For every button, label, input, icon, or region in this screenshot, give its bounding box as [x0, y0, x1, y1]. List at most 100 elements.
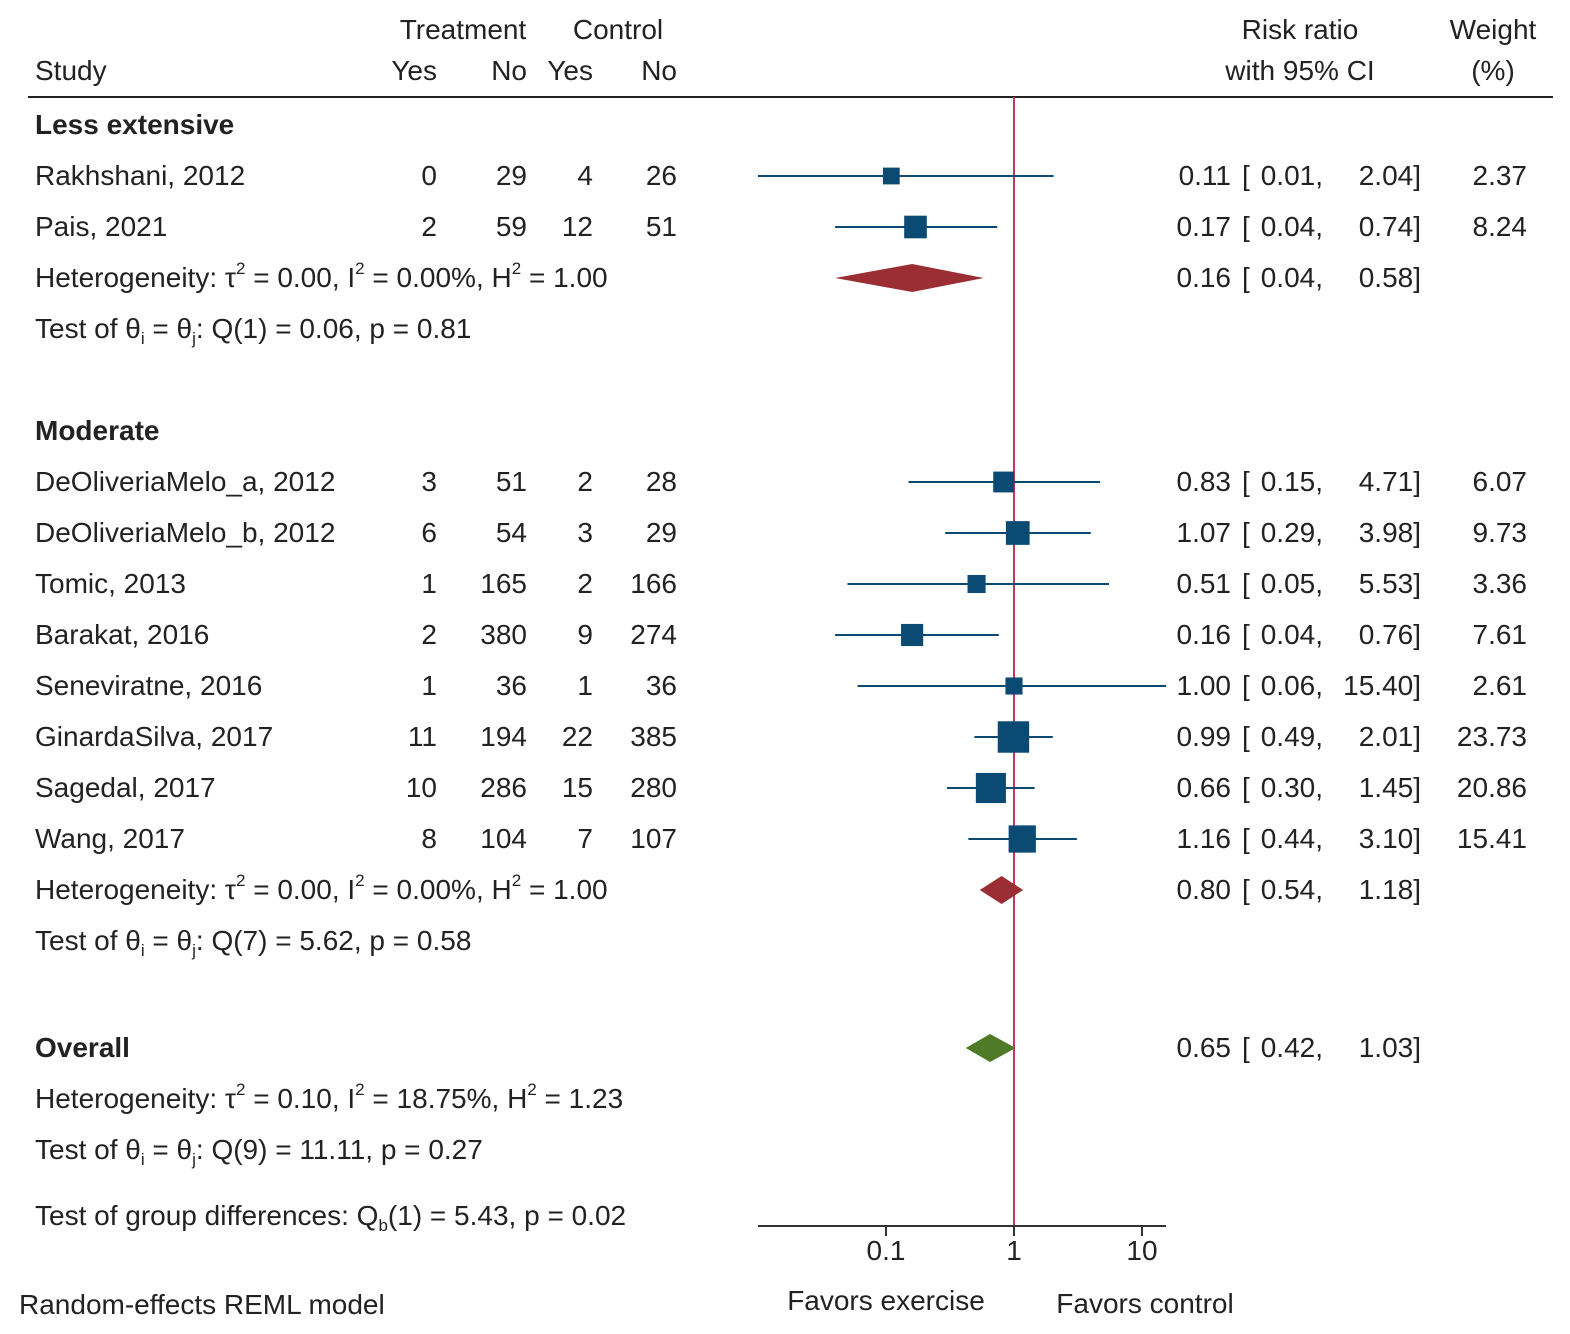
study-name: DeOliveriaMelo_a, 2012: [35, 466, 335, 497]
ci-lower-value: 0.49,: [1261, 721, 1323, 752]
weight-value: 3.36: [1473, 568, 1528, 599]
ci-lower-value: 0.30,: [1261, 772, 1323, 803]
weight-value: 6.07: [1473, 466, 1528, 497]
test-subscript: j: [191, 1150, 196, 1169]
ci-lower-value: 0.44,: [1261, 823, 1323, 854]
ci-upper-value: 3.10]: [1359, 823, 1421, 854]
study-header: Study: [35, 55, 107, 86]
ci-upper-value: 4.71]: [1359, 466, 1421, 497]
group-title: Moderate: [35, 415, 159, 446]
study-name: Rakhshani, 2012: [35, 160, 245, 191]
ci-upper-value: 1.45]: [1359, 772, 1421, 803]
ci-open-bracket: [: [1242, 211, 1250, 242]
test-text: Test of θ: [35, 925, 141, 956]
ci-open-bracket: [: [1242, 466, 1250, 497]
treatment-yes-count: 8: [421, 823, 437, 854]
rr-value: 0.83: [1177, 466, 1232, 497]
rr-value: 0.16: [1177, 262, 1232, 293]
rr-value: 1.07: [1177, 517, 1232, 548]
study-name: GinardaSilva, 2017: [35, 721, 273, 752]
ci-upper-value: 3.98]: [1359, 517, 1421, 548]
control-no-count: 51: [646, 211, 677, 242]
rr-value: 1.00: [1177, 670, 1232, 701]
study-name: Pais, 2021: [35, 211, 167, 242]
study-name: Sagedal, 2017: [35, 772, 216, 803]
test-text: = θ: [145, 925, 192, 956]
ci-open-bracket: [: [1242, 670, 1250, 701]
treatment-no-count: 165: [480, 568, 527, 599]
ci-open-bracket: [: [1242, 262, 1250, 293]
het-superscript: 2: [236, 259, 245, 278]
ci-upper-value: 1.03]: [1359, 1032, 1421, 1063]
het-text: = 0.00%, H: [365, 874, 512, 905]
model-note: Random-effects REML model: [19, 1289, 385, 1320]
weight-value: 7.61: [1473, 619, 1528, 650]
risk-ratio-header: Risk ratio: [1242, 14, 1359, 45]
test-subscript: i: [141, 329, 145, 348]
ci-upper-value: 2.04]: [1359, 160, 1421, 191]
ci-lower-value: 0.04,: [1261, 211, 1323, 242]
control-yes-count: 1: [577, 670, 593, 701]
het-text: = 0.00%, H: [365, 262, 512, 293]
control-header: Control: [573, 14, 663, 45]
test-text: : Q(1) = 0.06, p = 0.81: [196, 313, 472, 344]
study-marker: [904, 215, 927, 239]
ci-open-bracket: [: [1242, 874, 1250, 905]
study-marker: [967, 574, 986, 594]
x-tick-label: 1: [1006, 1235, 1022, 1266]
treatment-no-header: No: [491, 55, 527, 86]
treatment-yes-count: 11: [408, 721, 437, 752]
treatment-no-count: 29: [496, 160, 527, 191]
ci-lower-value: 0.54,: [1261, 874, 1323, 905]
control-no-count: 166: [630, 568, 677, 599]
ci-lower-value: 0.15,: [1261, 466, 1323, 497]
ci-upper-value: 1.18]: [1359, 874, 1421, 905]
treatment-no-count: 194: [480, 721, 527, 752]
het-superscript: 2: [512, 259, 521, 278]
het-text: = 1.00: [521, 262, 607, 293]
control-no-count: 280: [630, 772, 677, 803]
treatment-yes-count: 10: [406, 772, 437, 803]
control-yes-count: 2: [577, 568, 593, 599]
weight-value: 15.41: [1457, 823, 1527, 854]
x-tick-label: 10: [1126, 1235, 1157, 1266]
treatment-yes-count: 1: [421, 568, 437, 599]
treatment-no-count: 54: [496, 517, 527, 548]
study-marker: [882, 167, 900, 185]
study-name: Wang, 2017: [35, 823, 185, 854]
treatment-header: Treatment: [400, 14, 527, 45]
het-text: Heterogeneity: τ: [35, 1083, 236, 1114]
group-diff-text: (1) = 5.43, p = 0.02: [388, 1200, 626, 1231]
control-no-count: 107: [630, 823, 677, 854]
ci-upper-value: 2.01]: [1359, 721, 1421, 752]
control-yes-header: Yes: [547, 55, 593, 86]
x-tick-label: 0.1: [867, 1235, 906, 1266]
treatment-no-count: 36: [496, 670, 527, 701]
group-heterogeneity: Heterogeneity: τ2 = 0.00, I2 = 0.00%, H2…: [35, 871, 608, 905]
overall-test: Test of θi = θj: Q(9) = 11.11, p = 0.27: [35, 1134, 483, 1169]
risk-ratio-ci-header: with 95% CI: [1224, 55, 1374, 86]
test-text: = θ: [145, 313, 192, 344]
control-yes-count: 9: [577, 619, 593, 650]
treatment-no-count: 286: [480, 772, 527, 803]
treatment-no-count: 59: [496, 211, 527, 242]
weight-value: 23.73: [1457, 721, 1527, 752]
ci-open-bracket: [: [1242, 619, 1250, 650]
ci-lower-value: 0.06,: [1261, 670, 1323, 701]
weight-value: 2.37: [1473, 160, 1528, 191]
treatment-yes-count: 2: [421, 211, 437, 242]
weight-value: 9.73: [1473, 517, 1528, 548]
ci-open-bracket: [: [1242, 568, 1250, 599]
ci-upper-value: 0.76]: [1359, 619, 1421, 650]
favors-control-label: Favors control: [1056, 1288, 1233, 1319]
group-difference-test: Test of group differences: Qb(1) = 5.43,…: [35, 1200, 626, 1235]
rr-value: 0.66: [1177, 772, 1232, 803]
ci-lower-value: 0.01,: [1261, 160, 1323, 191]
ci-upper-value: 0.74]: [1359, 211, 1421, 242]
control-no-count: 28: [646, 466, 677, 497]
study-marker: [975, 772, 1006, 804]
ci-lower-value: 0.05,: [1261, 568, 1323, 599]
group-diff-subscript: b: [378, 1216, 387, 1235]
test-subscript: j: [191, 329, 196, 348]
rr-value: 0.99: [1177, 721, 1232, 752]
